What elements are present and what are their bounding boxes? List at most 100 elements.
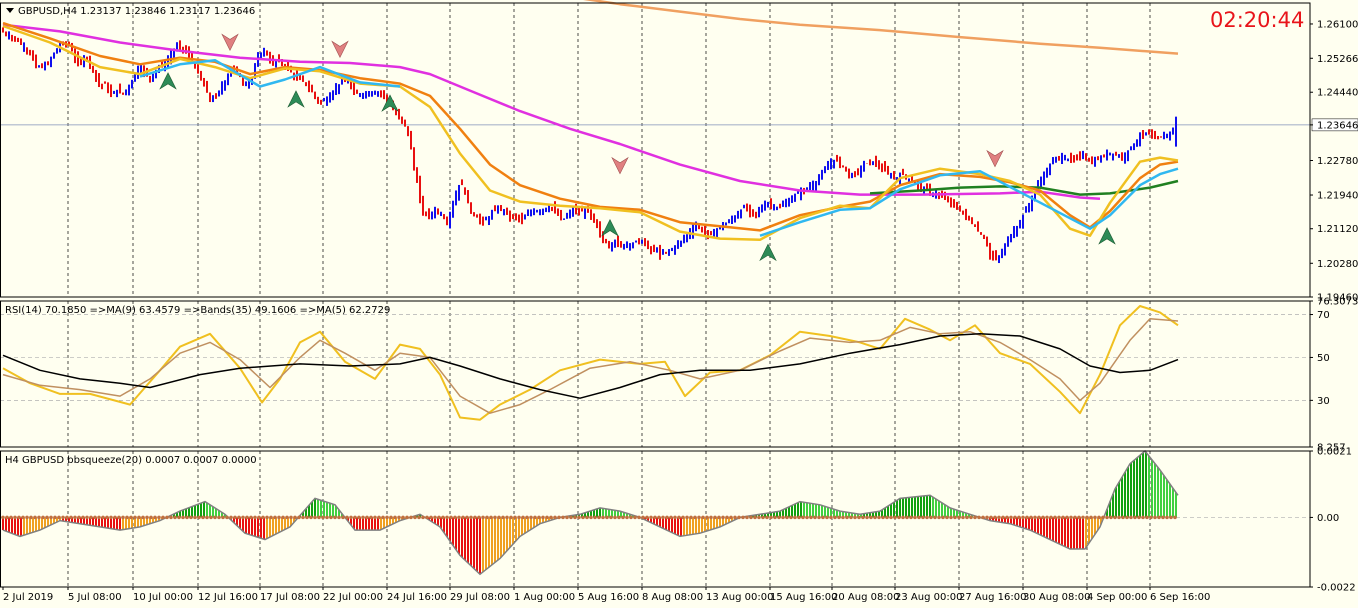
squeeze-dot xyxy=(481,515,485,520)
squeeze-dot xyxy=(505,515,509,520)
squeeze-dot xyxy=(413,515,417,520)
squeeze-dot xyxy=(281,515,285,520)
time-tick-label: 27 Aug 16:00 xyxy=(959,592,1026,603)
squeeze-dot xyxy=(185,515,189,520)
ma-yellow-line xyxy=(2,24,1179,242)
sell-signal-icon xyxy=(331,40,349,59)
squeeze-dot xyxy=(725,515,729,520)
squeeze-dot xyxy=(905,515,909,520)
squeeze-dot xyxy=(845,515,849,520)
squeeze-dot xyxy=(861,515,865,520)
chart-menu-icon[interactable] xyxy=(6,8,14,13)
squeeze-dot xyxy=(225,515,229,520)
time-tick-label: 22 Jul 00:00 xyxy=(323,592,383,603)
squeeze-dot xyxy=(889,515,893,520)
squeeze-dot xyxy=(533,515,537,520)
squeeze-dot xyxy=(637,515,641,520)
squeeze-dot xyxy=(985,515,989,520)
buy-signal-icon xyxy=(287,90,305,108)
squeeze-dot xyxy=(177,515,181,520)
bbsqueeze-panel[interactable]: H4 GBPUSD bbsqueeze(20) 0.0007 0.0007 0.… xyxy=(0,447,1356,594)
squeeze-dot xyxy=(773,515,777,520)
ma-orange-line xyxy=(2,21,1179,232)
squeeze-dot xyxy=(1149,515,1153,520)
squeeze-dot xyxy=(261,515,265,520)
squeeze-dot xyxy=(965,515,969,520)
squeeze-dot xyxy=(781,515,785,520)
squeeze-dot xyxy=(641,515,645,520)
squeeze-dot xyxy=(329,515,333,520)
squeeze-dot xyxy=(769,515,773,520)
squeeze-dot xyxy=(537,515,541,520)
squeeze-dot xyxy=(369,515,373,520)
squeeze-dot xyxy=(9,515,13,520)
squeeze-dot xyxy=(633,515,637,520)
squeeze-dot xyxy=(301,515,305,520)
squeeze-dot xyxy=(1077,515,1081,520)
squeeze-dot xyxy=(1141,515,1145,520)
squeeze-dot xyxy=(73,515,77,520)
squeeze-dot xyxy=(149,515,153,520)
squeeze-dot xyxy=(473,515,477,520)
squeeze-dot xyxy=(685,515,689,520)
rsi-panel[interactable]: RSI(14) 70.1850 =>MA(9) 63.4579 =>Bands(… xyxy=(0,297,1358,454)
squeeze-dot xyxy=(745,515,749,520)
squeeze-dot xyxy=(1153,515,1157,520)
squeeze-dot xyxy=(381,515,385,520)
squeeze-dot xyxy=(737,515,741,520)
squeeze-dot xyxy=(897,515,901,520)
squeeze-dot xyxy=(357,515,361,520)
ma-peach-line xyxy=(583,0,1179,55)
squeeze-dot xyxy=(557,515,561,520)
squeeze-dot xyxy=(129,515,133,520)
squeeze-dot xyxy=(589,515,593,520)
rsi-tick-label: 50 xyxy=(1317,353,1330,364)
squeeze-dot xyxy=(469,515,473,520)
squeeze-dot xyxy=(981,515,985,520)
squeeze-dot xyxy=(921,515,925,520)
squeeze-dot xyxy=(457,515,461,520)
squeeze-dot xyxy=(937,515,941,520)
squeeze-dot xyxy=(397,515,401,520)
squeeze-dot xyxy=(729,515,733,520)
squeeze-dot xyxy=(45,515,49,520)
squeeze-dot xyxy=(157,515,161,520)
squeeze-dot xyxy=(337,515,341,520)
squeeze-dot xyxy=(881,515,885,520)
squeeze-dot xyxy=(425,515,429,520)
squeeze-dot xyxy=(465,515,469,520)
sell-signal-icon xyxy=(221,33,239,52)
squeeze-dot xyxy=(1161,515,1165,520)
squeeze-dot xyxy=(253,515,257,520)
squeeze-dot xyxy=(5,515,9,520)
squeeze-dot xyxy=(53,515,57,520)
rsi-title: RSI(14) 70.1850 =>MA(9) 63.4579 =>Bands(… xyxy=(5,305,390,316)
rsi-tick-label: 70 xyxy=(1317,310,1330,321)
squeeze-dot xyxy=(1061,515,1065,520)
squeeze-dot xyxy=(401,515,405,520)
squeeze-dot xyxy=(1037,515,1041,520)
squeeze-dot xyxy=(813,515,817,520)
squeeze-dot xyxy=(1065,515,1069,520)
squeeze-dot xyxy=(645,515,649,520)
squeeze-dot xyxy=(133,515,137,520)
squeeze-dot xyxy=(265,515,269,520)
squeeze-dot xyxy=(613,515,617,520)
price-panel[interactable]: 1.26100 1.25266 1.24440 1.23646 1.22780 1.219… xyxy=(0,0,1358,587)
squeeze-dot xyxy=(753,515,757,520)
squeeze-dot xyxy=(521,515,525,520)
squeeze-dot xyxy=(833,515,837,520)
squeeze-dot xyxy=(929,515,933,520)
squeeze-dot xyxy=(361,515,365,520)
squeeze-dot xyxy=(701,515,705,520)
squeeze-dot xyxy=(561,515,565,520)
squeeze-dot xyxy=(625,515,629,520)
squeeze-dot xyxy=(1041,515,1045,520)
sell-signal-icon xyxy=(611,156,629,175)
squeeze-dot xyxy=(649,515,653,520)
squeeze-dot xyxy=(661,515,665,520)
time-tick-label: 1 Aug 00:00 xyxy=(514,592,575,603)
squeeze-dot xyxy=(1081,515,1085,520)
